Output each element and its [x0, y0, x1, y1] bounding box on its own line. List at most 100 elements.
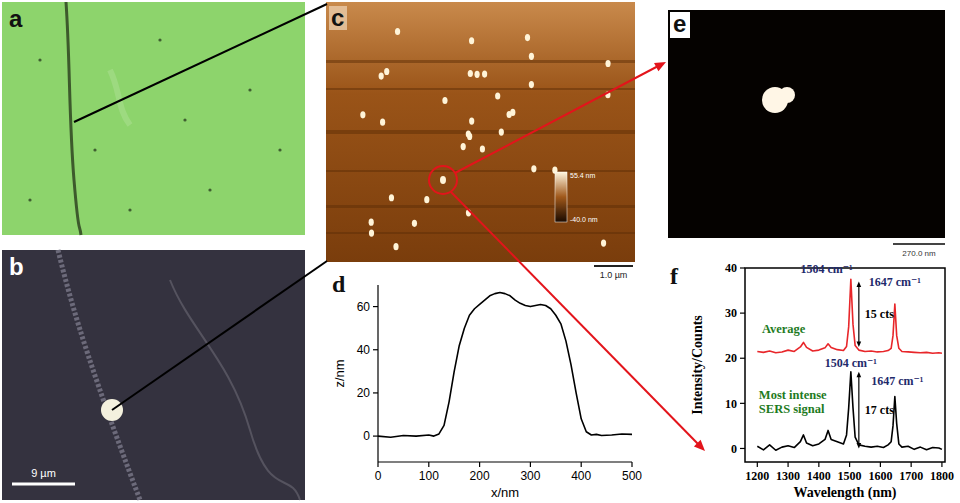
series-line [757, 279, 942, 353]
particle [412, 220, 417, 227]
scale-bar-label: 9 µm [31, 467, 56, 479]
afm-zoom [668, 10, 945, 238]
particle [529, 53, 534, 60]
particle [779, 87, 795, 103]
y-tick [373, 349, 378, 350]
fiber [58, 250, 140, 500]
x-tick-label: 1300 [776, 469, 800, 483]
arrow-head [694, 440, 705, 451]
particle [601, 239, 606, 246]
panel-letter: d [332, 271, 346, 297]
color-bar-label: 55.4 nm [570, 172, 595, 179]
x-tick-label: 200 [470, 469, 490, 483]
y-tick [373, 306, 378, 307]
y-tick-label: 0 [363, 429, 370, 443]
particle [495, 92, 500, 99]
scale-bar [594, 265, 633, 267]
x-tick [581, 462, 582, 467]
highlight-circle [429, 166, 457, 194]
particle [461, 143, 466, 150]
panel-letter: f [670, 263, 679, 289]
spot [128, 208, 131, 211]
peak-label: 1504 cm⁻¹ [800, 262, 853, 276]
double-arrow [857, 372, 862, 449]
y-tick [373, 435, 378, 436]
chart-f: 1200130014001500160017001800010203040Wav… [670, 261, 954, 501]
plot-frame [745, 268, 945, 462]
pointer-arrow [451, 192, 700, 446]
particle [384, 68, 389, 75]
x-tick [880, 462, 881, 467]
x-tick [787, 462, 788, 467]
panel-c: 55.4 nm-40.0 nm1.0 µmc [326, 2, 635, 280]
particle [482, 70, 487, 77]
x-tick-label: 1600 [868, 469, 892, 483]
note-line: Most intense [759, 388, 827, 402]
note-line: SERS signal [759, 402, 825, 416]
x-tick-label: 500 [622, 469, 642, 483]
spot [248, 88, 251, 91]
spot [158, 38, 161, 41]
x-tick [428, 462, 429, 467]
particle [380, 119, 385, 126]
y-tick-label: 0 [731, 442, 737, 456]
arrow-label: 15 cts [865, 307, 894, 321]
figure: a9 µmb55.4 nm-40.0 nm1.0 µmce270.0 nm010… [0, 0, 960, 503]
spot [208, 188, 211, 191]
optical-image [2, 250, 305, 500]
panel-letter: e [673, 10, 686, 37]
fiber [170, 280, 300, 500]
panel-letter: c [331, 4, 344, 31]
arrow-shaft [858, 286, 859, 343]
panel-e: e270.0 nm [668, 10, 945, 258]
particle [605, 60, 610, 67]
scale-bar-label: 1.0 µm [600, 270, 628, 280]
peak-label: 1504 cm⁻¹ [825, 356, 878, 370]
particle [395, 28, 400, 35]
particle [440, 176, 446, 184]
y-tick-label: 40 [357, 343, 371, 357]
particle [499, 128, 504, 135]
x-tick-label: 1800 [930, 469, 954, 483]
spot [93, 148, 96, 151]
note: Most intenseSERS signal [759, 388, 827, 416]
spot [28, 198, 31, 201]
particle [442, 97, 447, 104]
x-tick-label: 400 [571, 469, 591, 483]
panel-letter: a [9, 5, 23, 32]
particle [393, 243, 398, 250]
x-tick [479, 462, 480, 467]
particle [469, 117, 474, 124]
particle [525, 34, 530, 41]
x-tick [757, 462, 758, 467]
x-axis-title: Wavelength (nm) [793, 485, 896, 501]
panel-a: a [2, 2, 305, 235]
particle [529, 81, 534, 88]
arrow-head [857, 282, 862, 288]
x-tick [911, 462, 912, 467]
particle [360, 111, 365, 118]
color-bar [555, 172, 567, 222]
plot-area [757, 279, 942, 450]
spot [183, 118, 186, 121]
arrow-head [857, 372, 862, 378]
particle [379, 73, 384, 80]
y-tick [740, 313, 745, 314]
y-tick-label: 30 [725, 306, 737, 320]
x-axis-title: x/nm [491, 485, 519, 500]
y-tick-label: 10 [725, 397, 737, 411]
particle [510, 109, 515, 116]
particle [469, 37, 474, 44]
y-axis-title: z/nm [332, 359, 347, 387]
series-line [378, 293, 632, 438]
x-tick [530, 462, 531, 467]
particle [468, 70, 473, 77]
peak-label: 1647 cm⁻¹ [871, 374, 924, 388]
y-tick [740, 358, 745, 359]
x-tick-label: 0 [375, 469, 382, 483]
particle [389, 194, 394, 201]
y-axis [377, 285, 378, 462]
scan-line [326, 205, 635, 208]
particle [369, 219, 374, 226]
y-tick-label: 20 [357, 386, 371, 400]
